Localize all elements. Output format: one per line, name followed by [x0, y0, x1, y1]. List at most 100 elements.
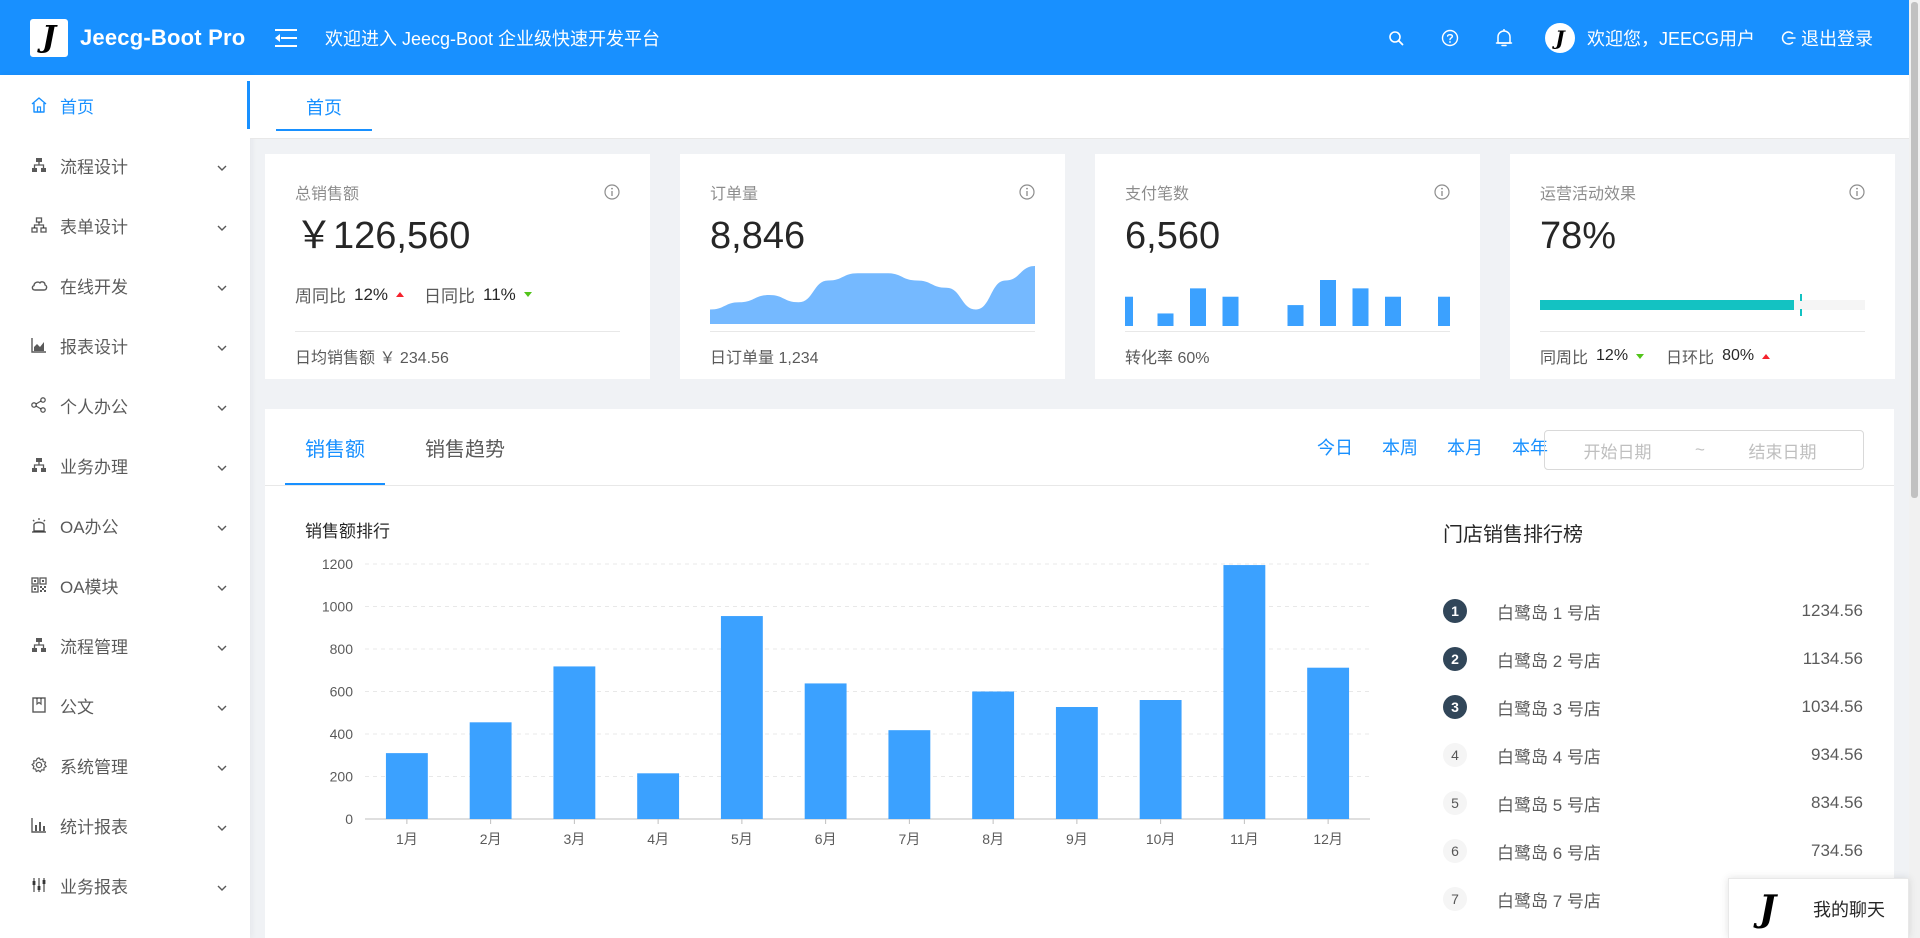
sidebar-item[interactable]: OA模块 [0, 555, 250, 615]
chevron-down-icon [216, 399, 228, 411]
flow-icon [30, 456, 48, 474]
chat-widget[interactable]: J 我的聊天 [1728, 878, 1909, 938]
ranking-row: 6 白鹭岛 6 号店 734.56 [1443, 827, 1863, 875]
bar[interactable] [1139, 700, 1182, 819]
divider [1125, 331, 1450, 332]
bar[interactable] [553, 666, 596, 819]
rank-badge: 1 [1443, 599, 1467, 623]
logout-button[interactable]: 退出登录 [1781, 25, 1873, 51]
rank-badge: 4 [1443, 743, 1467, 767]
sidebar-item-label: 业务报表 [60, 877, 128, 897]
y-tick-label: 1200 [322, 556, 353, 572]
sidebar-item[interactable]: 系统管理 [0, 735, 250, 795]
x-tick-label: 1月 [396, 831, 418, 847]
chevron-down-icon [216, 759, 228, 771]
orders-area-chart [710, 266, 1035, 324]
bell-icon[interactable] [1477, 0, 1531, 75]
bar[interactable] [888, 730, 931, 819]
bar-chart-icon [30, 816, 48, 834]
page-scrollbar[interactable] [1909, 0, 1920, 938]
rank-badge: 7 [1443, 887, 1467, 911]
x-tick-label: 6月 [815, 831, 837, 847]
sidebar-item[interactable]: 业务报表 [0, 855, 250, 915]
sidebar-item[interactable]: 统计报表 [0, 795, 250, 855]
bar[interactable] [637, 773, 680, 819]
bar[interactable] [972, 691, 1015, 820]
sidebar-item[interactable]: 个人办公 [0, 375, 250, 435]
chevron-down-icon [216, 699, 228, 711]
x-tick-label: 9月 [1066, 831, 1088, 847]
sidebar-item-label: 首页 [60, 97, 94, 117]
x-tick-label: 3月 [563, 831, 585, 847]
logo[interactable]: J Jeecg-Boot Pro [0, 0, 250, 75]
ops-effect-card: 运营活动效果 78% 同周比 12% 日环比 80% [1510, 154, 1895, 379]
footer-label: 日均销售额 [295, 350, 376, 367]
card-title: 支付笔数 [1125, 186, 1190, 203]
info-circle-icon[interactable] [1019, 184, 1035, 205]
sidebar-item[interactable]: 流程管理 [0, 615, 250, 675]
chevron-down-icon [216, 819, 228, 831]
range-month-link[interactable]: 本月 [1447, 438, 1483, 458]
end-date-input[interactable]: 结束日期 [1748, 442, 1817, 462]
info-circle-icon[interactable] [1849, 184, 1865, 205]
search-icon[interactable] [1369, 0, 1423, 75]
store-sales-value: 834.56 [1811, 793, 1863, 812]
start-date-input[interactable]: 开始日期 [1583, 442, 1652, 462]
sidebar-item[interactable]: 表单设计 [0, 195, 250, 255]
tab-sales-trend[interactable]: 销售趋势 [425, 438, 505, 461]
mini-bar [1385, 296, 1401, 326]
area-series [710, 266, 1035, 324]
bar[interactable] [1307, 667, 1350, 819]
chevron-down-icon [216, 339, 228, 351]
bar[interactable] [1055, 707, 1098, 819]
share-icon [30, 396, 48, 414]
sidebar-item[interactable]: 业务办理 [0, 435, 250, 495]
bar[interactable] [804, 683, 847, 819]
caret-down-icon [523, 292, 532, 297]
sidebar-item-label: 流程设计 [60, 157, 128, 177]
user-menu[interactable]: J 欢迎您，JEECG用户 [1544, 22, 1755, 53]
store-name: 白鹭岛 4 号店 [1497, 747, 1601, 767]
store-sales-value: 1134.56 [1802, 649, 1863, 668]
tab-bar: 首页 [250, 75, 1909, 139]
sidebar-item[interactable]: 流程设计 [0, 135, 250, 195]
info-circle-icon[interactable] [1434, 184, 1450, 205]
scrollbar-thumb[interactable] [1911, 2, 1918, 498]
progress-target-marker [1800, 294, 1802, 316]
x-tick-label: 10月 [1146, 831, 1176, 847]
wow-label: 周同比 [295, 287, 346, 306]
date-range-picker[interactable]: 开始日期 ~ 结束日期 [1544, 430, 1864, 470]
card-value: 78% [1540, 215, 1617, 257]
sidebar-item[interactable]: 在线开发 [0, 255, 250, 315]
chevron-down-icon [216, 219, 228, 231]
bar[interactable] [1223, 565, 1266, 819]
sidebar-item[interactable]: OA办公 [0, 495, 250, 555]
mini-bar [1190, 288, 1206, 326]
y-tick-label: 1000 [322, 599, 353, 615]
user-greeting: 欢迎您，JEECG用户 [1586, 28, 1755, 49]
ranking-row: 1 白鹭岛 1 号店 1234.56 [1443, 587, 1863, 635]
tab-home[interactable]: 首页 [276, 85, 372, 131]
tab-sales-amount[interactable]: 销售额 [285, 409, 385, 485]
card-value: 6,560 [1125, 215, 1221, 257]
payments-bar-chart [1125, 280, 1450, 326]
bar[interactable] [385, 753, 428, 819]
range-today-link[interactable]: 今日 [1317, 438, 1353, 458]
help-icon[interactable] [1423, 0, 1477, 75]
bar[interactable] [720, 616, 763, 819]
range-year-link[interactable]: 本年 [1512, 438, 1548, 458]
menu-fold-icon[interactable] [275, 27, 301, 49]
info-circle-icon[interactable] [604, 184, 620, 205]
dod-label: 日同比 [424, 287, 476, 306]
divider [710, 331, 1035, 332]
sidebar-item[interactable]: 公文 [0, 675, 250, 735]
qrcode-icon [30, 576, 48, 594]
avatar: J [1544, 22, 1575, 53]
sidebar-item[interactable]: 报表设计 [0, 315, 250, 375]
range-week-link[interactable]: 本周 [1382, 438, 1418, 458]
app-name: Jeecg-Boot Pro [80, 24, 246, 50]
bar[interactable] [469, 722, 512, 819]
x-tick-label: 7月 [898, 831, 920, 847]
wow-value: 12% [1596, 347, 1629, 364]
sidebar-item[interactable]: 首页 [0, 75, 250, 135]
